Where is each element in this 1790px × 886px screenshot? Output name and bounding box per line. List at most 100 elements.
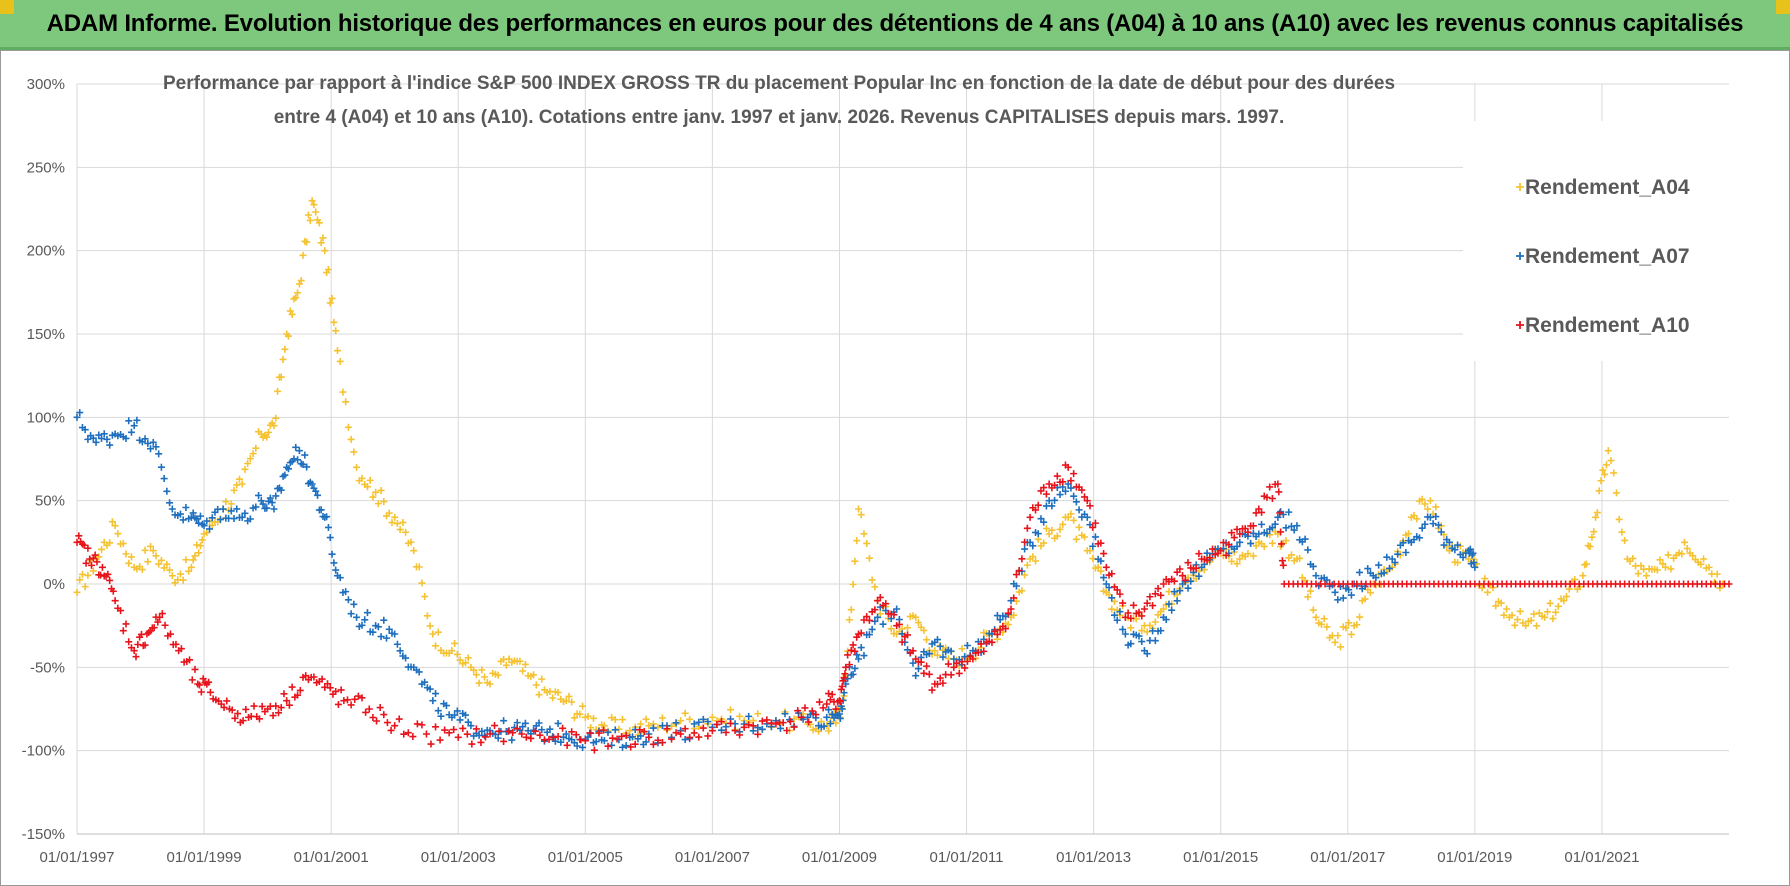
interp-point — [1162, 616, 1170, 624]
x-tick-label: 01/01/2011 — [930, 849, 1004, 866]
interp-point — [315, 219, 323, 227]
interp-point — [1192, 564, 1200, 572]
data-point — [130, 422, 138, 430]
interp-point — [258, 702, 266, 710]
interp-point — [227, 500, 235, 508]
interp-point — [280, 690, 288, 698]
interp-point — [1146, 593, 1154, 601]
interp-point — [1042, 490, 1050, 498]
interp-point — [1345, 586, 1353, 594]
interp-point — [974, 649, 982, 657]
interp-point — [342, 588, 350, 596]
interp-point — [1275, 488, 1283, 496]
interp-point — [133, 416, 141, 424]
interp-point — [1454, 559, 1462, 567]
interp-point — [317, 239, 325, 247]
interp-point — [1612, 489, 1620, 497]
interp-point — [241, 509, 249, 517]
data-point — [149, 547, 157, 555]
interp-point — [246, 515, 254, 523]
data-point — [270, 422, 278, 430]
interp-point — [109, 587, 117, 595]
interp-point — [551, 737, 559, 745]
interp-point — [825, 690, 833, 698]
data-point — [448, 647, 456, 655]
interp-point — [1170, 577, 1178, 585]
interp-point — [832, 705, 840, 713]
interp-point — [508, 736, 516, 744]
interp-point — [993, 630, 1001, 638]
interp-point — [182, 556, 190, 564]
interp-point — [1372, 574, 1380, 582]
interp-point — [252, 444, 260, 452]
interp-point — [147, 542, 155, 550]
interp-point — [1173, 597, 1181, 605]
legend-label: Rendement_A04 — [1525, 176, 1690, 199]
interp-point — [1086, 547, 1094, 555]
interp-point — [277, 373, 285, 381]
interp-point — [1543, 608, 1551, 616]
interp-point — [923, 636, 931, 644]
data-point — [200, 522, 208, 530]
corner-marker-left — [0, 0, 14, 14]
interp-point — [1056, 525, 1064, 533]
interp-point — [776, 724, 784, 732]
interp-point — [590, 746, 598, 754]
interp-point — [255, 491, 263, 499]
interp-point — [166, 566, 174, 574]
data-point — [626, 727, 634, 735]
data-point — [1007, 605, 1015, 613]
interp-point — [609, 734, 617, 742]
interp-point — [250, 702, 258, 710]
interp-point — [1285, 508, 1293, 516]
data-point — [340, 697, 348, 705]
y-tick-label: -50% — [30, 659, 65, 676]
interp-point — [285, 701, 293, 709]
interp-point — [141, 546, 149, 554]
interp-point — [432, 723, 440, 731]
interp-point — [393, 640, 401, 648]
interp-point — [303, 463, 311, 471]
interp-point — [432, 642, 440, 650]
interp-point — [882, 600, 890, 608]
interp-point — [179, 576, 187, 584]
interp-point — [125, 417, 133, 425]
data-point — [740, 723, 748, 731]
interp-point — [819, 704, 827, 712]
interp-point — [1010, 594, 1018, 602]
interp-point — [361, 616, 369, 624]
interp-point — [407, 538, 415, 546]
interp-point — [441, 726, 449, 734]
interp-point — [944, 660, 952, 668]
interp-point — [117, 607, 125, 615]
interp-point — [463, 730, 471, 738]
interp-point — [290, 455, 298, 463]
interp-point — [690, 729, 698, 737]
interp-point — [230, 515, 238, 523]
data-point — [893, 605, 901, 613]
interp-point — [554, 688, 562, 696]
data-point — [187, 563, 195, 571]
interp-point — [161, 621, 169, 629]
interp-point — [461, 659, 469, 667]
interp-point — [1249, 522, 1257, 530]
interp-point — [396, 526, 404, 534]
data-point — [321, 247, 329, 255]
interp-point — [914, 619, 922, 627]
interp-point — [595, 729, 603, 737]
data-point — [73, 588, 81, 596]
interp-point — [1072, 535, 1080, 543]
interp-point — [332, 687, 340, 695]
interp-point — [663, 725, 671, 733]
data-point — [1140, 605, 1148, 613]
interp-point — [81, 426, 89, 434]
interp-point — [904, 624, 912, 632]
data-point — [1331, 638, 1339, 646]
series-rendement-a10 — [73, 461, 1733, 754]
interp-point — [1440, 541, 1448, 549]
interp-point — [1258, 508, 1266, 516]
interp-point — [363, 609, 371, 617]
interp-point — [1492, 602, 1500, 610]
interp-point — [413, 720, 421, 728]
interp-point — [573, 742, 581, 750]
